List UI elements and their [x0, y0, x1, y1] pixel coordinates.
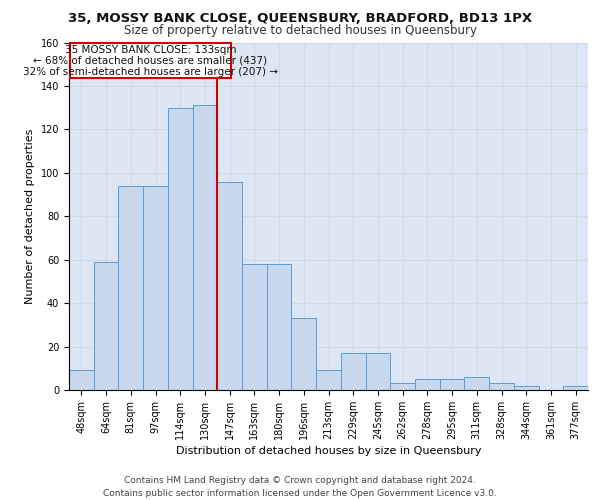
Bar — [464, 377, 489, 390]
Bar — [563, 386, 588, 390]
Bar — [390, 384, 415, 390]
Bar — [217, 182, 242, 390]
Text: Size of property relative to detached houses in Queensbury: Size of property relative to detached ho… — [124, 24, 476, 37]
Bar — [267, 264, 292, 390]
Bar — [193, 106, 217, 390]
Text: 35, MOSSY BANK CLOSE, QUEENSBURY, BRADFORD, BD13 1PX: 35, MOSSY BANK CLOSE, QUEENSBURY, BRADFO… — [68, 12, 532, 26]
Bar — [118, 186, 143, 390]
Text: Contains HM Land Registry data © Crown copyright and database right 2024.
Contai: Contains HM Land Registry data © Crown c… — [103, 476, 497, 498]
Bar — [316, 370, 341, 390]
Bar — [69, 370, 94, 390]
Bar — [489, 384, 514, 390]
Bar — [242, 264, 267, 390]
Text: 32% of semi-detached houses are larger (207) →: 32% of semi-detached houses are larger (… — [23, 67, 278, 77]
Bar — [292, 318, 316, 390]
Y-axis label: Number of detached properties: Number of detached properties — [25, 128, 35, 304]
X-axis label: Distribution of detached houses by size in Queensbury: Distribution of detached houses by size … — [176, 446, 481, 456]
Bar — [365, 353, 390, 390]
Bar — [70, 42, 231, 78]
Text: ← 68% of detached houses are smaller (437): ← 68% of detached houses are smaller (43… — [34, 56, 268, 66]
Text: 35 MOSSY BANK CLOSE: 133sqm: 35 MOSSY BANK CLOSE: 133sqm — [65, 45, 236, 55]
Bar — [440, 379, 464, 390]
Bar — [341, 353, 365, 390]
Bar — [168, 108, 193, 390]
Bar — [415, 379, 440, 390]
Bar — [94, 262, 118, 390]
Bar — [514, 386, 539, 390]
Bar — [143, 186, 168, 390]
